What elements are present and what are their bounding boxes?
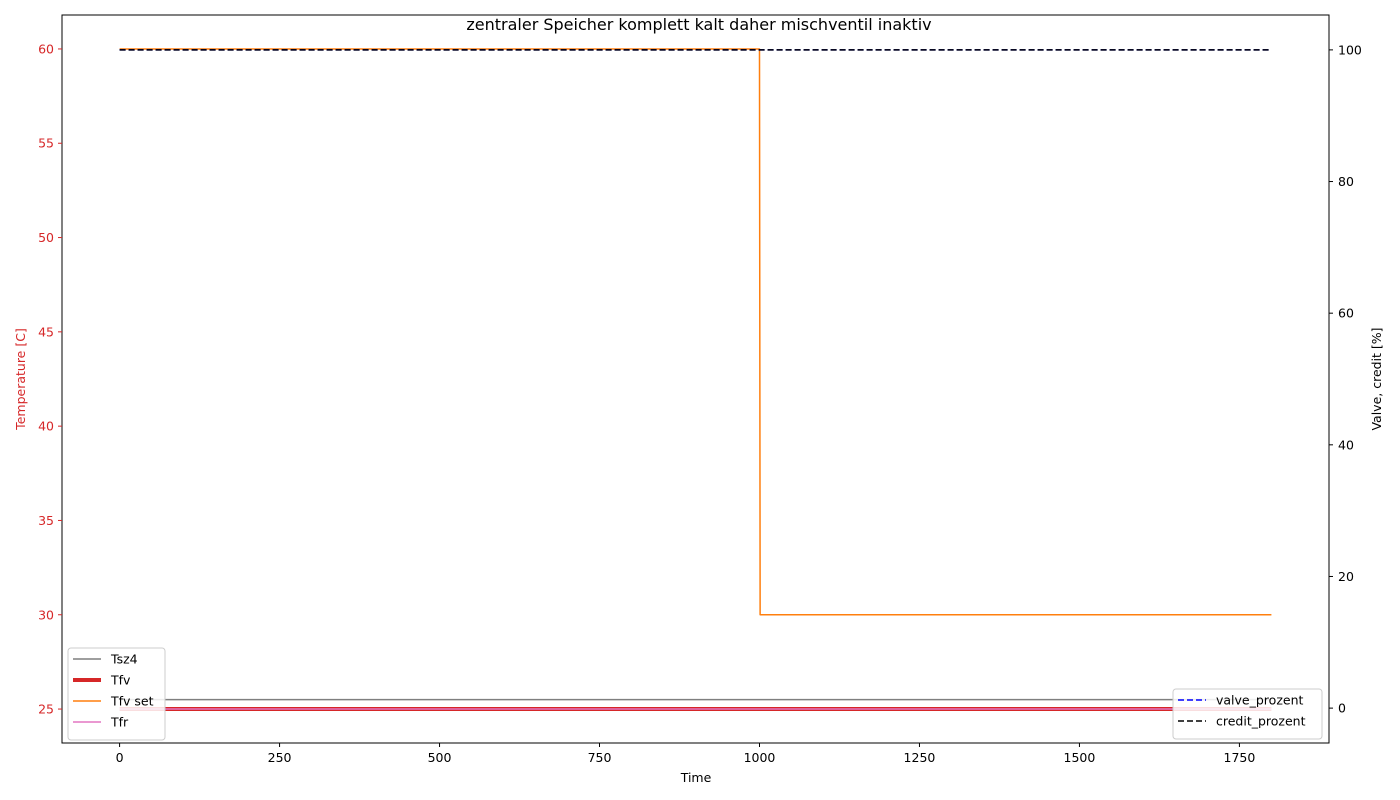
y-left-tick-label: 50 bbox=[38, 230, 54, 245]
y-right-tick-label: 20 bbox=[1338, 569, 1354, 584]
y-right-tick-label: 80 bbox=[1338, 174, 1354, 189]
y-left-tick-label: 30 bbox=[38, 607, 54, 622]
plot-background bbox=[62, 15, 1329, 743]
x-tick-label: 0 bbox=[116, 750, 124, 765]
legend-label: Tsz4 bbox=[110, 652, 138, 667]
y-left-axis-label: Temperature [C] bbox=[13, 328, 28, 431]
y-left-tick-label: 45 bbox=[38, 324, 54, 339]
legend-right: valve_prozent credit_prozent bbox=[1172, 688, 1323, 740]
x-axis: 0 250 500 750 1000 1250 1500 1750 bbox=[116, 743, 1256, 765]
plot-frame bbox=[61, 14, 1330, 744]
y-left-tick-label: 25 bbox=[38, 702, 54, 717]
chart-title: zentraler Speicher komplett kalt daher m… bbox=[466, 15, 931, 34]
y-right-tick-label: 40 bbox=[1338, 437, 1354, 452]
x-tick-label: 1250 bbox=[904, 750, 936, 765]
y-left-tick-label: 35 bbox=[38, 513, 54, 528]
y-right-axis-label: Valve, credit [%] bbox=[1369, 327, 1384, 430]
x-tick-label: 1000 bbox=[744, 750, 776, 765]
legend-label: Tfr bbox=[110, 715, 129, 730]
series-layer bbox=[119, 48, 1272, 712]
x-tick-label: 1500 bbox=[1064, 750, 1096, 765]
legend-frame bbox=[1172, 688, 1323, 740]
y-right-tick-label: 0 bbox=[1338, 701, 1346, 716]
legend-frame bbox=[67, 647, 166, 741]
y-right-axis: 0 20 40 60 80 100 bbox=[1329, 42, 1362, 716]
legend-label: Tfv set bbox=[110, 694, 154, 709]
x-axis-label: Time bbox=[680, 770, 712, 785]
legend-label: credit_prozent bbox=[1216, 714, 1306, 729]
y-right-tick-label: 100 bbox=[1338, 42, 1362, 57]
x-tick-label: 250 bbox=[268, 750, 292, 765]
legend-label: Tfv bbox=[110, 673, 131, 688]
y-left-tick-label: 55 bbox=[38, 136, 54, 151]
series-line-tfv-set bbox=[119, 48, 1272, 616]
y-left-axis: 25 30 35 40 45 50 55 60 bbox=[38, 41, 62, 717]
legend-label: valve_prozent bbox=[1216, 693, 1303, 708]
y-right-tick-label: 60 bbox=[1338, 306, 1354, 321]
x-tick-label: 500 bbox=[428, 750, 452, 765]
y-left-tick-label: 60 bbox=[38, 41, 54, 56]
y-left-tick-label: 40 bbox=[38, 419, 54, 434]
legend-left: Tsz4 Tfv Tfv set Tfr bbox=[67, 647, 166, 741]
x-tick-label: 750 bbox=[588, 750, 612, 765]
x-tick-label: 1750 bbox=[1224, 750, 1256, 765]
